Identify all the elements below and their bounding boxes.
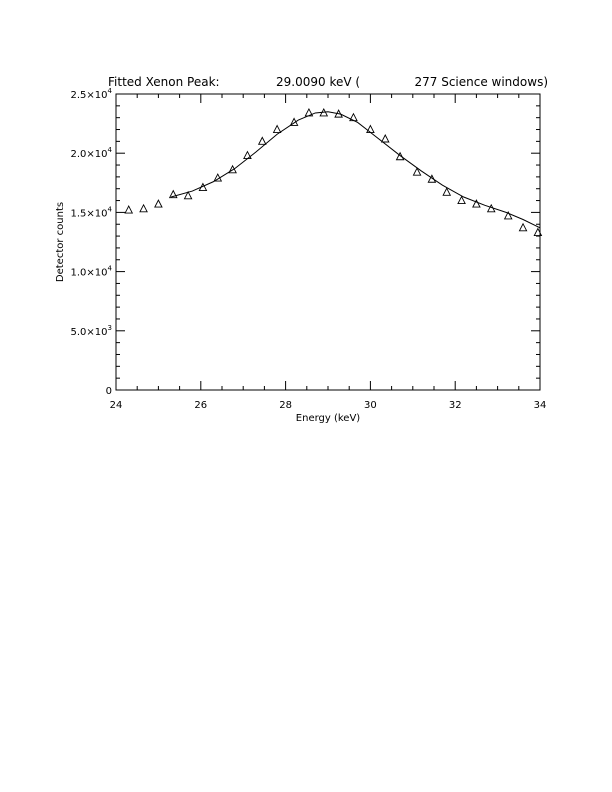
data-point <box>213 173 223 182</box>
x-tick-label: 28 <box>279 400 292 411</box>
data-point <box>168 189 178 199</box>
data-point <box>228 164 237 174</box>
data-point <box>486 203 496 213</box>
data-points <box>124 107 543 236</box>
data-point <box>289 117 299 126</box>
y-tick-label: 1.5×104 <box>71 205 113 219</box>
data-point <box>243 150 252 160</box>
y-axis: 0 5.0×103 1.0×104 1.5×104 2.0×104 2.5×104 <box>71 87 540 397</box>
title-windows: 277 Science windows) <box>414 75 548 89</box>
data-point <box>380 134 390 143</box>
title-label: Fitted Xenon Peak: <box>108 75 220 89</box>
data-point <box>183 190 193 200</box>
data-point <box>518 222 528 232</box>
data-point <box>198 182 208 191</box>
y-tick-label: 1.0×104 <box>71 265 113 279</box>
data-point <box>257 136 267 145</box>
data-point <box>154 199 163 208</box>
x-tick-label: 30 <box>364 400 377 411</box>
data-point <box>349 112 358 122</box>
data-point <box>442 187 452 196</box>
data-point <box>304 107 314 117</box>
data-point <box>395 151 405 161</box>
data-point <box>503 210 513 220</box>
y-axis-label: Detector counts <box>55 202 66 282</box>
data-point <box>124 205 134 214</box>
x-tick-label: 32 <box>449 400 462 411</box>
data-point <box>472 199 481 208</box>
data-point <box>272 124 282 133</box>
data-point <box>319 107 329 117</box>
x-axis-label: Energy (keV) <box>296 413 361 424</box>
fit-curve <box>170 111 541 229</box>
data-point <box>533 227 543 236</box>
chart-title: Fitted Xenon Peak: 29.0090 keV ( 277 Sci… <box>108 75 548 89</box>
y-tick-label: 0 <box>106 386 112 397</box>
y-tick-label: 2.5×104 <box>71 87 113 101</box>
x-tick-label: 24 <box>110 400 123 411</box>
x-tick-label: 26 <box>194 400 207 411</box>
data-point <box>457 195 466 205</box>
y-tick-label: 2.0×104 <box>71 146 113 160</box>
data-point <box>427 174 437 183</box>
data-point <box>139 203 148 213</box>
data-point <box>412 167 422 176</box>
data-point <box>334 109 343 118</box>
x-tick-label: 34 <box>534 400 547 411</box>
title-energy: 29.0090 keV ( <box>276 75 360 89</box>
data-point <box>366 124 375 133</box>
x-axis: 24 26 28 30 32 34 <box>110 94 547 411</box>
y-tick-label: 5.0×103 <box>71 324 112 338</box>
